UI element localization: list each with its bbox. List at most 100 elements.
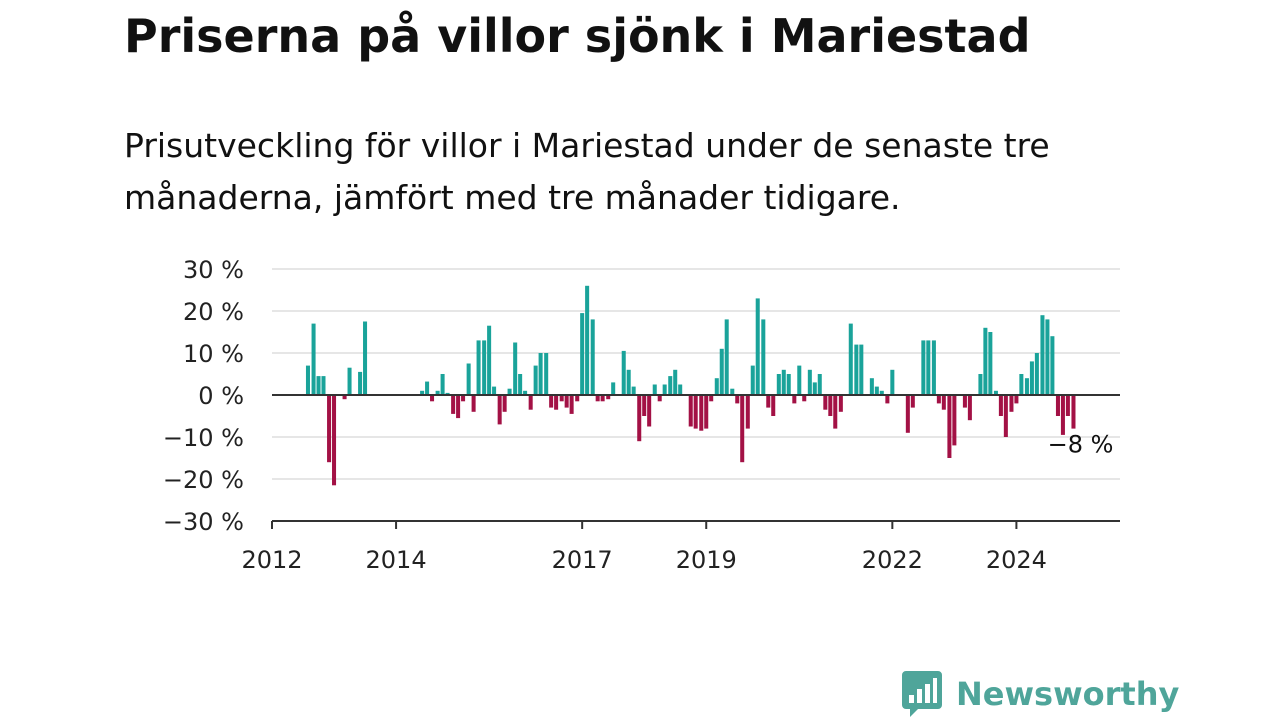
bar [905,395,910,433]
bar [817,374,822,395]
bar [998,395,1003,416]
bar [952,395,957,446]
bar [962,395,967,408]
bar [471,395,476,412]
bar [1029,361,1034,395]
bar [482,340,487,395]
bar [554,395,559,410]
bar [1060,395,1065,435]
bar [869,378,874,395]
bar [595,395,600,402]
bar [621,350,626,395]
x-tick-label: 2012 [241,546,302,574]
bar [590,319,595,395]
bar [549,395,554,408]
bar [502,395,507,412]
bar [358,371,363,395]
bar [569,395,574,414]
bar [978,374,983,395]
bar [890,369,895,395]
axis-labels: 30 % 20 % 10 % 0 % −10 % −20 % −30 % 2012 2014 20… [163,256,1114,574]
bar [451,395,456,414]
bar [523,390,528,395]
bar [921,340,926,395]
brand-name: Newsworthy [956,675,1180,713]
y-tick-label: 20 % [183,298,244,326]
bar [967,395,972,421]
bar [874,386,879,395]
bar [662,384,667,395]
bar [848,323,853,395]
bar [704,395,709,429]
y-tick-label: −30 % [163,508,244,536]
bar [859,344,864,395]
bar [740,395,745,463]
chart-subtitle: Prisutveckling för villor i Mariestad un… [124,126,1050,217]
bar [786,374,791,395]
bar [611,382,616,395]
chart-title: Priserna på villor sjönk i Mariestad [124,9,1031,63]
bar [947,395,952,458]
bar [456,395,461,419]
x-tick-label: 2019 [676,546,737,574]
bar [673,369,678,395]
bar [564,395,569,408]
bar [1034,353,1039,395]
bar [776,374,781,395]
x-tick-label: 2022 [862,546,923,574]
bar [492,386,497,395]
bar [807,369,812,395]
bar [1045,319,1050,395]
bar [513,342,518,395]
bar [926,340,931,395]
bar [445,392,450,395]
bar [420,390,425,395]
bar [1019,374,1024,395]
bar [668,376,673,395]
axes [271,394,1120,529]
bar [750,365,755,395]
bar [430,395,435,402]
bar [647,395,652,427]
bar [761,319,766,395]
bar [347,367,352,395]
y-tick-label: 10 % [183,340,244,368]
bar [305,365,310,395]
bar [745,395,750,429]
bar [931,340,936,395]
bar [533,365,538,395]
bar [730,388,735,395]
y-tick-label: −20 % [163,466,244,494]
bar [755,298,760,395]
y-tick-label: 30 % [183,256,244,284]
bar [910,395,915,408]
bar [833,395,838,429]
bar [735,395,740,404]
bar [311,323,316,395]
bar [797,365,802,395]
bar [988,332,993,395]
bar [885,395,890,404]
bar [528,395,533,410]
bar [719,348,724,395]
bar [342,395,347,400]
bar [1055,395,1060,416]
bar [461,395,466,402]
bar [766,395,771,408]
bar [792,395,797,404]
bar [699,395,704,431]
bar [1040,315,1045,395]
bar [693,395,698,429]
bar [487,325,492,395]
bar [678,384,683,395]
bar [1003,395,1008,437]
y-tick-label: 0 % [198,382,244,410]
x-tick-label: 2014 [366,546,427,574]
bar [425,381,430,395]
bar [327,395,332,463]
bar [316,376,321,395]
bar [1014,395,1019,404]
latest-value-label: −8 % [1048,431,1114,459]
bar [580,313,585,395]
